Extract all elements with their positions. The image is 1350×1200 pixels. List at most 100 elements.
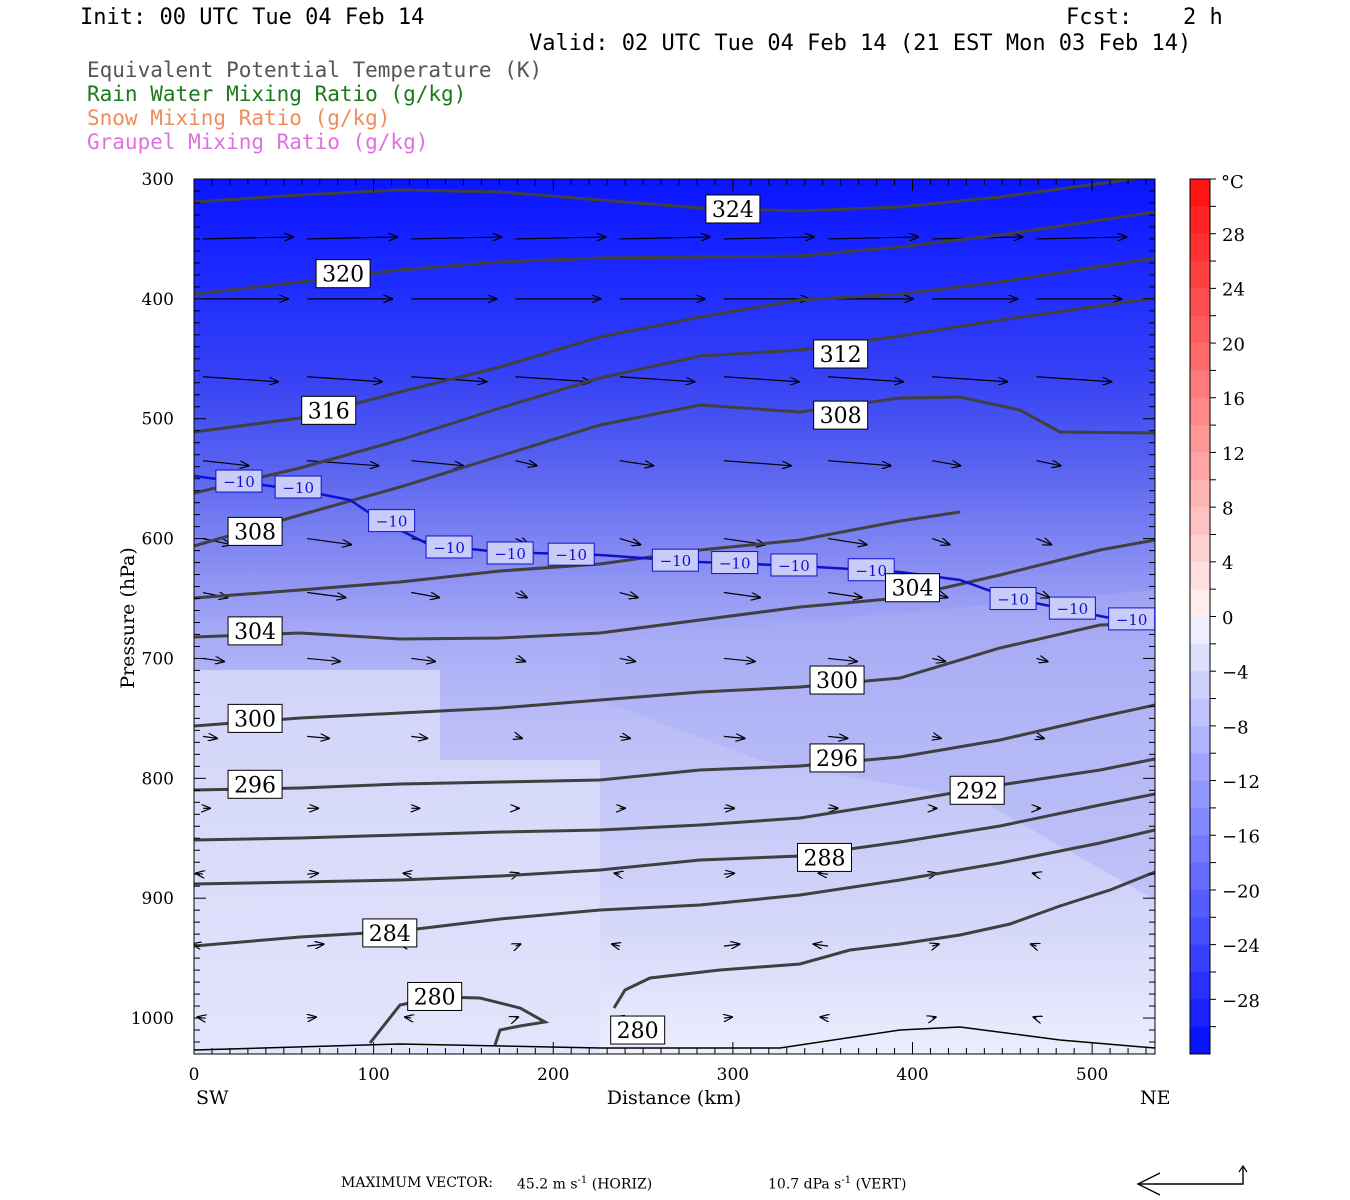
theta-e-label: 304 xyxy=(892,577,934,602)
theta-e-label: 280 xyxy=(414,985,456,1010)
wind-vector xyxy=(307,658,340,661)
colorbar-cell xyxy=(1190,643,1210,672)
wind-vector xyxy=(828,658,857,661)
colorbar-cell xyxy=(1190,534,1210,563)
isotherm-label: −10 xyxy=(778,557,810,575)
wind-vector xyxy=(619,593,638,598)
wind-vector xyxy=(307,237,397,239)
isotherm-label-box xyxy=(425,535,473,559)
theta-e-label-box xyxy=(227,703,283,733)
wind-vector xyxy=(723,376,799,382)
y-tick-label: 400 xyxy=(142,290,174,310)
wind-vector xyxy=(1036,539,1051,545)
wind-vector xyxy=(1031,944,1037,946)
isotherm-label-box xyxy=(989,587,1037,611)
wind-vector xyxy=(932,1017,935,1018)
wind-vector xyxy=(307,736,329,738)
colorbar-label: 28 xyxy=(1222,225,1245,246)
isotherm-label: −10 xyxy=(660,552,692,570)
wind-vector xyxy=(307,591,345,598)
colorbar-label: −28 xyxy=(1222,991,1260,1012)
isotherm-label-box xyxy=(1048,596,1096,620)
theta-e-label-box xyxy=(949,775,1005,805)
theta-e-contour-6 xyxy=(194,538,1155,641)
colorbar-cell xyxy=(1190,1026,1210,1055)
colorbar-label: 20 xyxy=(1222,334,1245,355)
wind-vector xyxy=(724,1017,732,1018)
theta-e-label: 296 xyxy=(234,773,276,798)
wind-vector xyxy=(1036,461,1060,466)
wind-vector xyxy=(515,593,527,598)
shading-light-region xyxy=(194,670,600,1054)
theta-e-label-box xyxy=(813,339,869,369)
theta-e-label-box xyxy=(796,842,852,872)
init-time: Init: 00 UTC Tue 04 Feb 14 xyxy=(80,5,425,30)
wind-vector xyxy=(723,658,755,661)
theta-e-contour-13 xyxy=(612,870,1155,1009)
colorbar-label: −24 xyxy=(1222,936,1260,957)
x-tick-label: 100 xyxy=(357,1065,389,1085)
reference-vector-arrow xyxy=(1138,1167,1244,1185)
theta-e-label: 292 xyxy=(956,779,998,804)
theta-e-contour-9 xyxy=(194,757,1155,842)
colorbar-cell xyxy=(1190,343,1210,371)
theta-e-label-box xyxy=(362,918,418,948)
wind-vector xyxy=(403,873,411,874)
wind-vector xyxy=(619,376,695,382)
wind-vector xyxy=(202,376,278,382)
wind-vector xyxy=(1033,1017,1036,1018)
wind-vector xyxy=(516,1017,519,1018)
colorbar-cell xyxy=(1190,561,1210,590)
wind-vector xyxy=(411,591,439,598)
wind-vector xyxy=(202,237,293,239)
isotherm-label-box xyxy=(368,509,416,533)
theta-e-label-box xyxy=(227,616,283,646)
theta-e-label-box xyxy=(813,400,869,430)
colorbar-cell xyxy=(1190,725,1210,754)
wind-vector xyxy=(411,658,435,661)
max-vector-label: MAXIMUM VECTOR: xyxy=(341,1175,493,1191)
colorbar-cell xyxy=(1190,616,1210,645)
y-tick-label: 500 xyxy=(142,410,174,430)
colorbar-cell xyxy=(1190,698,1210,727)
theta-e-label: 304 xyxy=(234,620,276,645)
wind-vector xyxy=(411,237,501,239)
isotherm-label: −10 xyxy=(555,546,587,564)
isotherm-label-box xyxy=(847,558,895,582)
wind-vector xyxy=(405,1017,411,1018)
colorbar-label: −12 xyxy=(1222,772,1260,793)
wind-vector xyxy=(1036,376,1111,382)
reference-vector-head-up xyxy=(1238,1164,1248,1173)
colorbar-unit: °C xyxy=(1221,172,1244,193)
colorbar-cell xyxy=(1190,807,1210,836)
wind-vector xyxy=(307,376,382,382)
isotherm-label: −10 xyxy=(223,473,255,491)
shading-darker-right xyxy=(600,590,1155,900)
wind-vector xyxy=(619,538,641,545)
wind-vector xyxy=(828,237,918,239)
colorbar-cell xyxy=(1190,999,1210,1028)
theta-e-label: 316 xyxy=(308,399,350,424)
wind-vector xyxy=(516,736,523,738)
forecast-label: Fcst: xyxy=(1066,5,1133,30)
wind-vector xyxy=(619,736,630,738)
theta-e-label: 284 xyxy=(369,922,411,947)
x-tick-label: 300 xyxy=(717,1065,749,1085)
isotherm-label: −10 xyxy=(282,479,314,497)
colorbar-cell xyxy=(1190,315,1210,344)
legend-rain: Rain Water Mixing Ratio (g/kg) xyxy=(87,82,467,106)
x-end-right: NE xyxy=(1140,1087,1171,1109)
colorbar-cell xyxy=(1190,397,1210,426)
wind-vector xyxy=(828,736,847,738)
theta-e-contour-3 xyxy=(194,296,1155,495)
isotherm-labels: −10 −10 −10 −10 −10 −10 −10 −10 −10 −10 −10 −10 −10 xyxy=(215,469,1156,631)
colorbar-cell xyxy=(1190,179,1210,207)
isotherm-label: −10 xyxy=(433,539,465,557)
wind-vector xyxy=(828,376,903,382)
max-vector-vert: 10.7 dPa s-1 (VERT) xyxy=(768,1175,907,1193)
colorbar-cell xyxy=(1190,944,1210,973)
theta-e-label-box xyxy=(301,395,357,425)
theta-e-contour-0 xyxy=(194,179,1145,213)
wind-vector xyxy=(515,376,591,382)
